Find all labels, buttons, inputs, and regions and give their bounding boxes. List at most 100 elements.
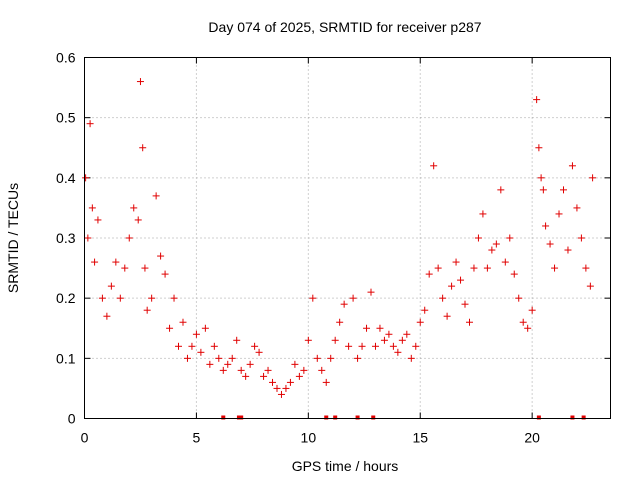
zero-flag-marker [581,415,586,420]
data-point [121,264,129,272]
grid [84,57,611,419]
data-point [385,330,393,338]
data-point [86,120,94,128]
data-point [300,366,308,374]
data-point [322,378,330,386]
data-point [103,312,111,320]
y-tick-label: 0.3 [56,230,76,246]
data-point [515,294,523,302]
data-point [577,234,585,242]
y-tick-label: 0 [68,411,76,427]
data-point [533,96,541,104]
data-point [465,318,473,326]
data-point [539,186,547,194]
data-point [224,360,232,368]
data-point [354,354,362,362]
data-point [358,342,366,350]
zero-flag-marker [239,415,244,420]
data-point [286,378,294,386]
y-tick-label: 0.5 [56,110,76,126]
data-point [380,336,388,344]
data-point [94,216,102,224]
data-point [242,372,250,380]
x-tick-label: 15 [412,430,428,446]
zero-flag-marker [355,415,360,420]
data-point [452,258,460,266]
data-point [403,330,411,338]
data-point [363,324,371,332]
data-point [479,210,487,218]
data-point [91,258,99,266]
data-point [425,270,433,278]
data-point [206,360,214,368]
zero-flag-marker [333,415,338,420]
data-point [407,354,415,362]
y-tick-label: 0.6 [56,50,76,66]
data-point [130,204,138,212]
data-point [88,204,96,212]
data-point [506,234,514,242]
data-point [157,252,165,260]
x-tick-label: 5 [193,430,201,446]
data-point [175,342,183,350]
data-point [116,294,124,302]
data-point [291,360,299,368]
data-point [327,354,335,362]
zero-flag-marker [536,415,541,420]
data-point [82,174,90,182]
data-point [219,366,227,374]
data-point [136,78,144,86]
data-point [434,264,442,272]
data-point [336,318,344,326]
data-point [443,312,451,320]
data-point [474,234,482,242]
data-point [277,390,285,398]
data-point [304,336,312,344]
data-point [497,186,505,194]
data-point [430,162,438,170]
data-point [488,246,496,254]
data-point [269,378,277,386]
data-point [421,306,429,314]
data-point [568,162,576,170]
data-point [295,372,303,380]
data-point [331,336,339,344]
data-point [141,264,149,272]
data-point [551,264,559,272]
y-tick-label: 0.4 [56,170,76,186]
y-tick-label: 0.2 [56,290,76,306]
data-point [255,348,263,356]
data-point [161,270,169,278]
zero-flag-marker [570,415,575,420]
data-point [273,384,281,392]
data-point [210,342,218,350]
data-point [251,342,259,350]
data-point [125,234,133,242]
data-point [228,354,236,362]
data-point [340,300,348,308]
data-point [215,354,223,362]
data-point [188,342,196,350]
data-point [470,264,478,272]
data-point [564,246,572,254]
data-point [139,144,147,152]
data-point [457,276,465,284]
data-point [246,360,254,368]
data-point [233,336,241,344]
data-point [510,270,518,278]
data-point [535,144,543,152]
data-point [134,216,142,224]
data-point [313,354,321,362]
data-point [542,222,550,230]
data-point [416,318,424,326]
data-point [555,210,563,218]
data-point [166,324,174,332]
data-points [82,78,597,420]
data-point [349,294,357,302]
data-point [524,324,532,332]
data-point [183,354,191,362]
data-point [112,258,120,266]
data-point [170,294,178,302]
